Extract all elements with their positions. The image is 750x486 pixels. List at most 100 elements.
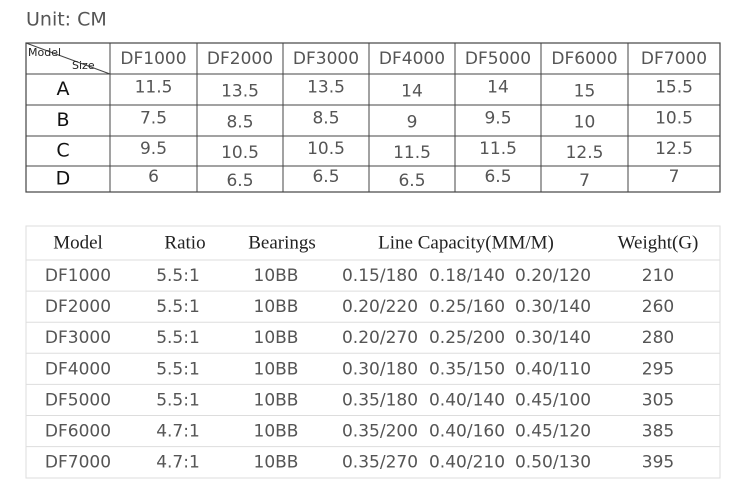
cell: 5.5:1 [156, 328, 200, 348]
cell: 5.5:1 [156, 359, 200, 379]
cell: 9 [407, 113, 418, 133]
column-header: Bearings [248, 232, 316, 253]
cell: 10BB [254, 422, 299, 442]
cell: 0.35/150 [429, 359, 505, 379]
cell: DF5000 [45, 390, 111, 410]
cell: 0.20/220 [342, 297, 418, 317]
cell: DF7000 [45, 453, 111, 473]
column-header: DF6000 [551, 49, 617, 69]
cell: 5.5:1 [156, 297, 200, 317]
cell: 5.5:1 [156, 390, 200, 410]
cell: DF4000 [45, 359, 111, 379]
cell: 11.5 [135, 78, 173, 98]
spec-table-border [25, 225, 721, 479]
cell: 210 [642, 266, 674, 286]
corner-top: Model [28, 46, 61, 59]
column-header: Ratio [164, 232, 205, 253]
cell: 10BB [254, 297, 299, 317]
cell: 4.7:1 [156, 422, 200, 442]
cell: DF3000 [45, 328, 111, 348]
cell: DF6000 [45, 422, 111, 442]
cell: 0.40/160 [429, 422, 505, 442]
cell: 7.5 [140, 109, 167, 129]
cell: 6 [148, 167, 159, 187]
cell: 10BB [254, 390, 299, 410]
corner-diagonal [25, 42, 111, 75]
cell: 0.25/160 [429, 297, 505, 317]
cell: 0.15/180 [342, 266, 418, 286]
cell: 0.30/140 [515, 297, 591, 317]
cell: 10.5 [221, 143, 259, 163]
cell: 6.5 [484, 167, 511, 187]
cell: 0.45/120 [515, 422, 591, 442]
cell: 0.30/180 [342, 359, 418, 379]
cell: 9.5 [484, 109, 511, 129]
cell: 11.5 [479, 139, 517, 159]
column-header: DF3000 [293, 49, 359, 69]
row-label: C [56, 140, 69, 162]
column-header: Weight(G) [618, 232, 699, 253]
row-label: D [56, 168, 71, 190]
cell: 10BB [254, 359, 299, 379]
cell: 7 [669, 167, 680, 187]
cell: 14 [487, 78, 509, 98]
cell: 10BB [254, 266, 299, 286]
size-table-border [25, 42, 721, 193]
cell: 0.35/180 [342, 390, 418, 410]
cell: 15 [574, 82, 596, 102]
cell: 0.45/100 [515, 390, 591, 410]
cell: 0.20/270 [342, 328, 418, 348]
cell: 260 [642, 297, 674, 317]
cell: 280 [642, 328, 674, 348]
column-header: DF1000 [120, 49, 186, 69]
cell: 0.40/210 [429, 453, 505, 473]
cell: 0.18/140 [429, 266, 505, 286]
cell: DF1000 [45, 266, 111, 286]
cell: 13.5 [307, 78, 345, 98]
cell: 6.5 [398, 171, 425, 191]
cell: 12.5 [566, 143, 604, 163]
cell: 7 [579, 171, 590, 191]
column-header: DF4000 [379, 49, 445, 69]
column-header: Line Capacity(MM/M) [378, 232, 554, 253]
cell: 0.30/140 [515, 328, 591, 348]
cell: DF2000 [45, 297, 111, 317]
column-header: DF2000 [207, 49, 273, 69]
column-header: DF7000 [641, 49, 707, 69]
cell: 11.5 [393, 143, 431, 163]
cell: 0.20/120 [515, 266, 591, 286]
cell: 13.5 [221, 82, 259, 102]
cell: 395 [642, 453, 674, 473]
cell: 4.7:1 [156, 453, 200, 473]
cell: 0.25/200 [429, 328, 505, 348]
cell: 0.40/140 [429, 390, 505, 410]
cell: 6.5 [312, 167, 339, 187]
cell: 9.5 [140, 139, 167, 159]
row-label: B [56, 109, 69, 131]
cell: 0.40/110 [515, 359, 591, 379]
cell: 0.35/200 [342, 422, 418, 442]
cell: 10BB [254, 328, 299, 348]
cell: 8.5 [226, 113, 253, 133]
cell: 6.5 [226, 171, 253, 191]
cell: 0.35/270 [342, 453, 418, 473]
cell: 10.5 [307, 139, 345, 159]
cell: 8.5 [312, 109, 339, 129]
cell: 295 [642, 359, 674, 379]
cell: 5.5:1 [156, 266, 200, 286]
unit-label: Unit: CM [26, 9, 107, 31]
row-label: A [57, 78, 70, 100]
cell: 15.5 [655, 78, 693, 98]
corner-bottom: Size [72, 59, 95, 72]
cell: 305 [642, 390, 674, 410]
cell: 10 [574, 113, 596, 133]
cell: 385 [642, 422, 674, 442]
cell: 10.5 [655, 109, 693, 129]
cell: 14 [401, 82, 423, 102]
cell: 12.5 [655, 139, 693, 159]
column-header: Model [53, 232, 103, 253]
column-header: DF5000 [465, 49, 531, 69]
cell: 0.50/130 [515, 453, 591, 473]
cell: 10BB [254, 453, 299, 473]
